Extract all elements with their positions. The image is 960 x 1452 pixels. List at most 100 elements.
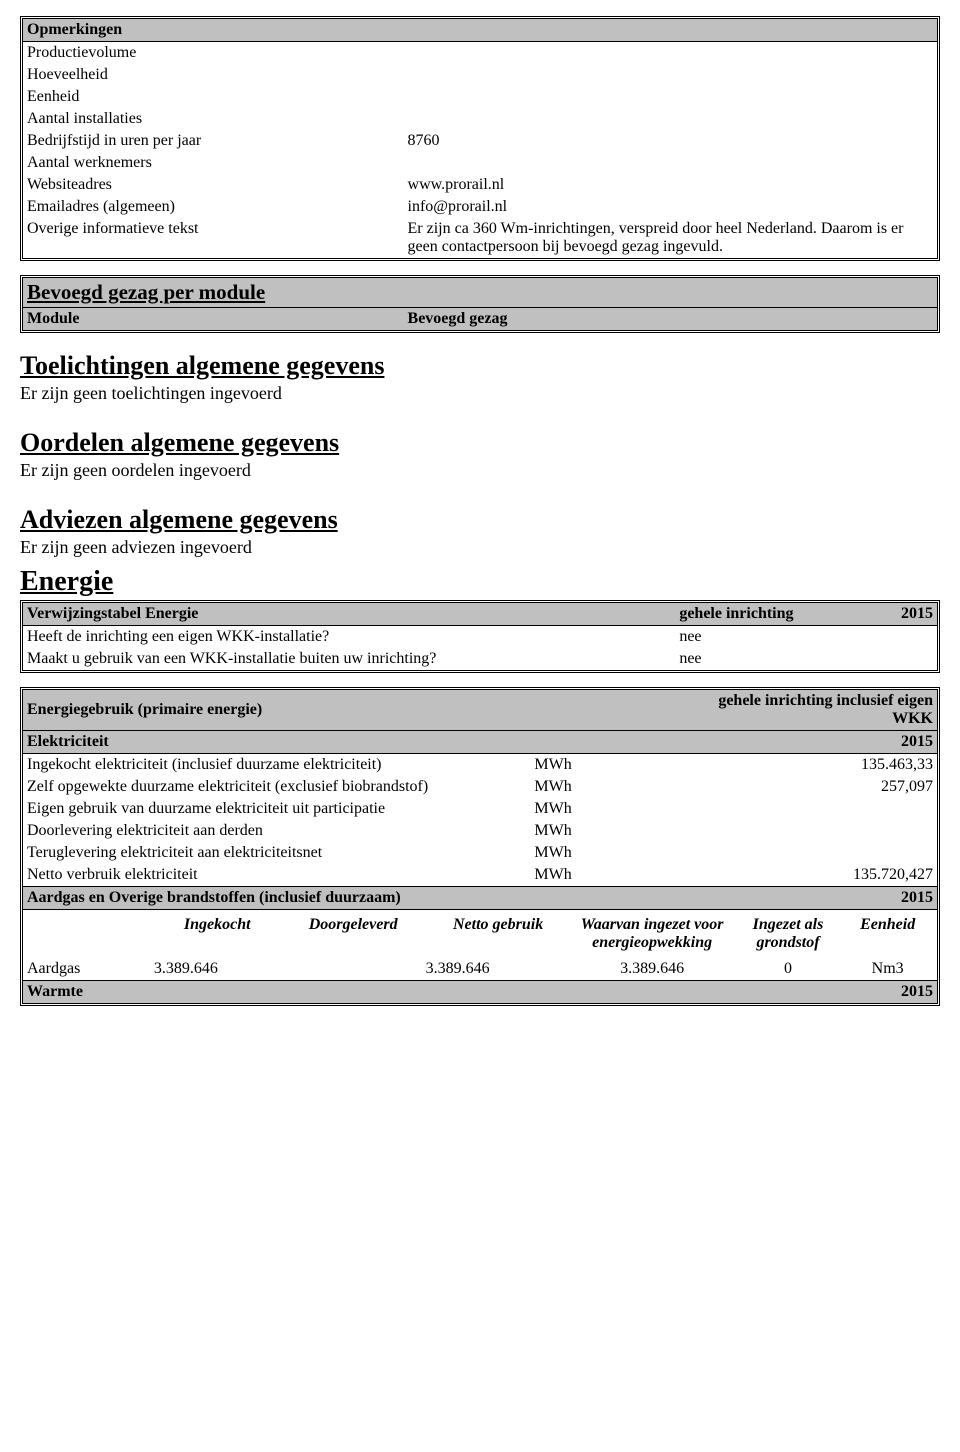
aardgas-name: Aardgas — [27, 960, 154, 978]
warmte-header: Warmte 2015 — [23, 981, 937, 1003]
bevoegd-cols: Module Bevoegd gezag — [23, 308, 937, 330]
toelichtingen-text: Er zijn geen toelichtingen ingevoerd — [20, 383, 940, 404]
elek-row-netto: Netto verbruik elektriciteit MWh 135.720… — [23, 864, 937, 887]
elek-unit-eigen-gebruik: MWh — [534, 800, 625, 818]
aardgas-col-grondstof: Ingezet als grondstof — [734, 916, 843, 952]
value-emailadres: info@prorail.nl — [408, 198, 933, 216]
elektriciteit-label: Elektriciteit — [27, 733, 797, 751]
elek-val-zelf: 257,097 — [625, 778, 933, 796]
verwijzing-a1: nee — [679, 628, 842, 646]
verwijzing-row-wkk-buiten: Maakt u gebruik van een WKK-installatie … — [23, 648, 937, 670]
energiegebruik-scope: gehele inrichting inclusief eigen WKK — [679, 692, 933, 728]
value-websiteadres: www.prorail.nl — [408, 176, 933, 194]
warmte-label: Warmte — [27, 983, 797, 1001]
verwijzing-q1: Heeft de inrichting een eigen WKK-instal… — [27, 628, 679, 646]
label-overige: Overige informatieve tekst — [27, 220, 408, 256]
aardgas-ingekocht: 3.389.646 — [154, 960, 281, 978]
row-aantal-werknemers: Aantal werknemers — [23, 152, 937, 174]
row-eenheid: Eenheid — [23, 86, 937, 108]
row-hoeveelheid: Hoeveelheid — [23, 64, 937, 86]
value-eenheid — [408, 88, 933, 106]
verwijzing-header-label: Verwijzingstabel Energie — [27, 605, 679, 623]
elek-val-teruglevering — [625, 844, 933, 862]
elek-unit-netto: MWh — [534, 866, 625, 884]
elek-unit-teruglevering: MWh — [534, 844, 625, 862]
bevoegd-header: Bevoegd gezag per module — [23, 278, 937, 308]
label-aantal-installaties: Aantal installaties — [27, 110, 408, 128]
label-eenheid: Eenheid — [27, 88, 408, 106]
energiegebruik-header-label: Energiegebruik (primaire energie) — [27, 692, 679, 728]
elek-desc-eigen-gebruik: Eigen gebruik van duurzame elektriciteit… — [27, 800, 534, 818]
aardgas-eenheid: Nm3 — [842, 960, 933, 978]
opmerkingen-header: Opmerkingen — [23, 19, 937, 42]
label-emailadres: Emailadres (algemeen) — [27, 198, 408, 216]
row-aantal-installaties: Aantal installaties — [23, 108, 937, 130]
aardgas-col-waarvan: Waarvan ingezet voor energieopwekking — [571, 916, 734, 952]
oordelen-text: Er zijn geen oordelen ingevoerd — [20, 460, 940, 481]
elek-unit-ingekocht: MWh — [534, 756, 625, 774]
value-overige: Er zijn ca 360 Wm-inrichtingen, versprei… — [408, 220, 933, 256]
row-websiteadres: Websiteadres www.prorail.nl — [23, 174, 937, 196]
energiegebruik-box: Energiegebruik (primaire energie) gehele… — [20, 687, 940, 1006]
energie-title: Energie — [20, 566, 940, 598]
elek-row-ingekocht: Ingekocht elektriciteit (inclusief duurz… — [23, 754, 937, 776]
label-aantal-werknemers: Aantal werknemers — [27, 154, 408, 172]
elek-val-eigen-gebruik — [625, 800, 933, 818]
aardgas-waarvan: 3.389.646 — [571, 960, 734, 978]
row-emailadres: Emailadres (algemeen) info@prorail.nl — [23, 196, 937, 218]
toelichtingen-title: Toelichtingen algemene gegevens — [20, 351, 940, 381]
warmte-year: 2015 — [797, 983, 933, 1001]
label-bedrijfstijd: Bedrijfstijd in uren per jaar — [27, 132, 408, 150]
verwijzing-q2: Maakt u gebruik van een WKK-installatie … — [27, 650, 679, 668]
elek-row-teruglevering: Teruglevering elektriciteit aan elektric… — [23, 842, 937, 864]
aardgas-year: 2015 — [797, 889, 933, 907]
elektriciteit-year: 2015 — [797, 733, 933, 751]
row-productievolume: Productievolume — [23, 42, 937, 64]
aardgas-label: Aardgas en Overige brandstoffen (inclusi… — [27, 889, 797, 907]
aardgas-col-ingekocht: Ingekocht — [154, 916, 281, 952]
aardgas-netto: 3.389.646 — [426, 960, 571, 978]
oordelen-title: Oordelen algemene gegevens — [20, 428, 940, 458]
verwijzing-year: 2015 — [842, 605, 933, 623]
verwijzing-row-wkk-eigen: Heeft de inrichting een eigen WKK-instal… — [23, 626, 937, 648]
elek-desc-ingekocht: Ingekocht elektriciteit (inclusief duurz… — [27, 756, 534, 774]
aardgas-grondstof: 0 — [734, 960, 843, 978]
label-hoeveelheid: Hoeveelheid — [27, 66, 408, 84]
energiegebruik-header: Energiegebruik (primaire energie) gehele… — [23, 690, 937, 731]
aardgas-col-netto: Netto gebruik — [426, 916, 571, 952]
aardgas-doorgeleverd — [281, 960, 426, 978]
elek-row-eigen-gebruik: Eigen gebruik van duurzame elektriciteit… — [23, 798, 937, 820]
verwijzing-header: Verwijzingstabel Energie gehele inrichti… — [23, 603, 937, 626]
elek-desc-doorlevering: Doorlevering elektriciteit aan derden — [27, 822, 534, 840]
elek-unit-zelf: MWh — [534, 778, 625, 796]
value-productievolume — [408, 44, 933, 62]
elek-desc-teruglevering: Teruglevering elektriciteit aan elektric… — [27, 844, 534, 862]
elek-row-doorlevering: Doorlevering elektriciteit aan derden MW… — [23, 820, 937, 842]
value-aantal-installaties — [408, 110, 933, 128]
aardgas-col-eenheid: Eenheid — [842, 916, 933, 952]
bevoegd-col-gezag: Bevoegd gezag — [408, 310, 933, 328]
elek-unit-doorlevering: MWh — [534, 822, 625, 840]
value-bedrijfstijd: 8760 — [408, 132, 933, 150]
aardgas-col-empty — [27, 916, 154, 952]
bevoegd-box: Bevoegd gezag per module Module Bevoegd … — [20, 275, 940, 333]
elek-desc-zelf: Zelf opgewekte duurzame elektriciteit (e… — [27, 778, 534, 796]
label-websiteadres: Websiteadres — [27, 176, 408, 194]
elek-val-doorlevering — [625, 822, 933, 840]
aardgas-col-doorgeleverd: Doorgeleverd — [281, 916, 426, 952]
adviezen-text: Er zijn geen adviezen ingevoerd — [20, 537, 940, 558]
adviezen-title: Adviezen algemene gegevens — [20, 505, 940, 535]
value-aantal-werknemers — [408, 154, 933, 172]
opmerkingen-box: Opmerkingen Productievolume Hoeveelheid … — [20, 16, 940, 261]
elek-val-ingekocht: 135.463,33 — [625, 756, 933, 774]
elek-row-zelf: Zelf opgewekte duurzame elektriciteit (e… — [23, 776, 937, 798]
aardgas-header: Aardgas en Overige brandstoffen (inclusi… — [23, 887, 937, 910]
aardgas-row: Aardgas 3.389.646 3.389.646 3.389.646 0 … — [23, 958, 937, 981]
row-overige: Overige informatieve tekst Er zijn ca 36… — [23, 218, 937, 258]
verwijzing-box: Verwijzingstabel Energie gehele inrichti… — [20, 600, 940, 673]
row-bedrijfstijd: Bedrijfstijd in uren per jaar 8760 — [23, 130, 937, 152]
label-productievolume: Productievolume — [27, 44, 408, 62]
bevoegd-col-module: Module — [27, 310, 408, 328]
elektriciteit-header: Elektriciteit 2015 — [23, 731, 937, 754]
verwijzing-scope: gehele inrichting — [679, 605, 842, 623]
